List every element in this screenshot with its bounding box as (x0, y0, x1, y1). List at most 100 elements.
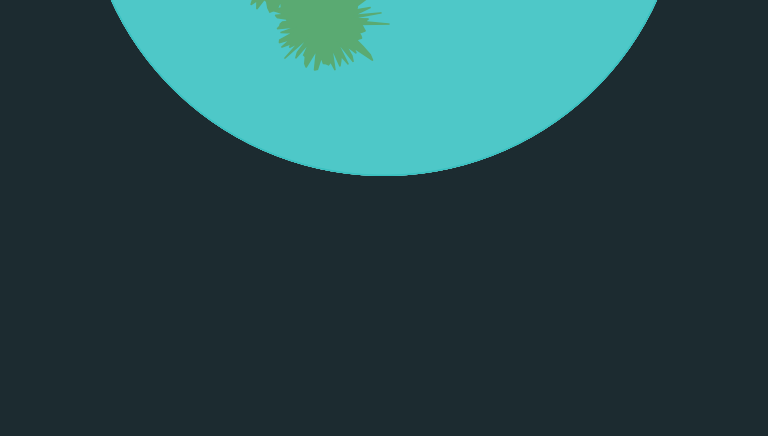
Circle shape (492, 398, 495, 401)
Circle shape (631, 277, 634, 280)
Circle shape (200, 326, 207, 333)
Circle shape (113, 254, 115, 257)
Circle shape (637, 342, 641, 345)
Circle shape (91, 233, 94, 237)
Circle shape (174, 401, 177, 404)
Circle shape (17, 177, 24, 184)
Circle shape (416, 352, 423, 359)
Circle shape (626, 322, 629, 325)
Circle shape (608, 316, 613, 320)
Circle shape (23, 184, 28, 191)
Ellipse shape (0, 0, 768, 327)
Circle shape (711, 191, 717, 196)
Circle shape (391, 334, 396, 340)
Circle shape (591, 402, 594, 406)
Circle shape (128, 313, 131, 316)
Circle shape (268, 383, 271, 386)
Circle shape (53, 191, 60, 198)
Circle shape (657, 246, 662, 252)
Circle shape (22, 157, 26, 160)
Circle shape (680, 228, 683, 232)
Circle shape (76, 368, 80, 371)
Circle shape (505, 364, 507, 366)
Circle shape (106, 357, 111, 361)
Circle shape (83, 259, 90, 266)
Circle shape (695, 325, 699, 330)
Circle shape (343, 383, 349, 390)
Circle shape (97, 368, 100, 371)
Circle shape (720, 356, 722, 358)
Circle shape (25, 323, 31, 329)
Circle shape (2, 364, 6, 368)
Circle shape (231, 391, 237, 396)
Circle shape (210, 352, 215, 356)
Circle shape (700, 276, 705, 280)
Ellipse shape (65, 0, 703, 229)
Circle shape (445, 399, 452, 405)
Circle shape (731, 170, 734, 174)
Circle shape (42, 194, 46, 199)
Circle shape (216, 417, 221, 422)
Circle shape (692, 282, 697, 286)
Circle shape (511, 359, 515, 362)
Ellipse shape (0, 0, 768, 341)
Circle shape (541, 367, 546, 372)
Circle shape (650, 326, 655, 330)
Polygon shape (84, 0, 684, 176)
Circle shape (3, 211, 8, 215)
Circle shape (59, 205, 64, 209)
Circle shape (713, 187, 719, 192)
Polygon shape (220, 0, 360, 27)
Circle shape (118, 367, 121, 369)
Circle shape (84, 0, 684, 176)
Circle shape (8, 230, 10, 233)
Circle shape (737, 271, 741, 274)
Circle shape (589, 352, 593, 356)
Circle shape (614, 432, 618, 436)
Circle shape (407, 412, 411, 416)
Circle shape (468, 373, 472, 377)
Circle shape (88, 286, 95, 292)
Circle shape (100, 420, 106, 426)
Circle shape (286, 397, 292, 402)
Circle shape (154, 363, 157, 366)
Ellipse shape (15, 0, 753, 285)
Ellipse shape (111, 0, 657, 178)
Ellipse shape (40, 0, 728, 257)
Circle shape (92, 219, 95, 221)
Circle shape (95, 260, 101, 266)
Ellipse shape (0, 0, 768, 308)
Circle shape (442, 418, 446, 422)
Circle shape (28, 176, 34, 181)
Circle shape (539, 342, 542, 345)
Circle shape (10, 384, 12, 387)
Circle shape (25, 228, 31, 233)
Circle shape (479, 397, 485, 404)
Circle shape (14, 294, 17, 297)
Circle shape (213, 423, 218, 428)
Ellipse shape (81, 0, 687, 211)
Circle shape (36, 311, 43, 318)
Circle shape (452, 413, 458, 419)
Circle shape (737, 324, 741, 329)
Circle shape (727, 183, 733, 189)
Circle shape (140, 343, 144, 347)
Circle shape (763, 191, 768, 197)
Circle shape (313, 359, 316, 362)
Circle shape (681, 286, 686, 291)
Circle shape (646, 423, 652, 429)
Circle shape (720, 264, 727, 271)
Circle shape (44, 312, 50, 318)
Circle shape (38, 202, 42, 207)
Circle shape (259, 383, 265, 390)
Circle shape (67, 349, 69, 352)
Circle shape (522, 362, 529, 368)
Circle shape (114, 298, 118, 302)
Circle shape (473, 391, 476, 393)
Polygon shape (270, 0, 389, 70)
Circle shape (465, 431, 467, 433)
Circle shape (652, 296, 655, 300)
Circle shape (149, 404, 152, 407)
Circle shape (614, 351, 621, 358)
Circle shape (589, 339, 594, 344)
